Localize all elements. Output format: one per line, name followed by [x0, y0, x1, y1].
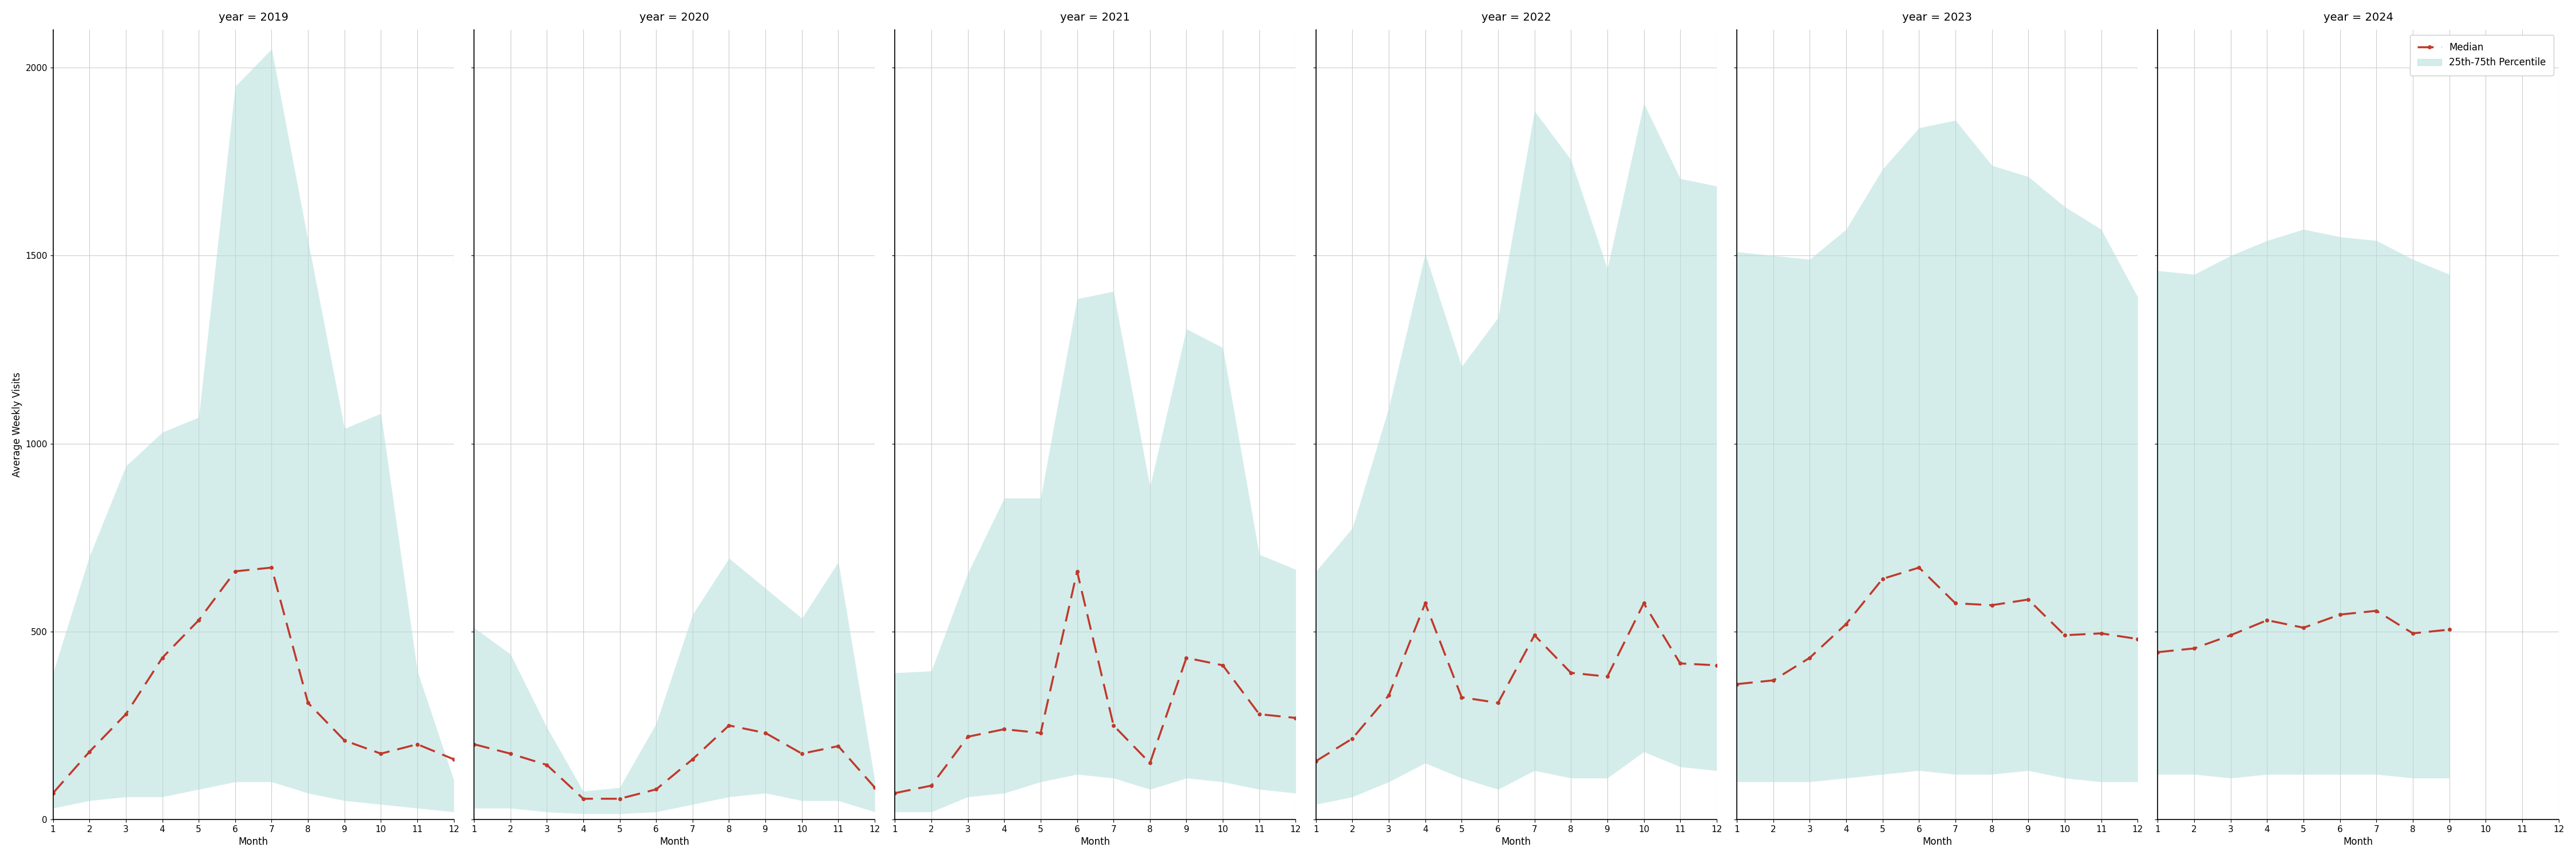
Line: Median: Median [894, 570, 1298, 795]
Median [1904, 563, 1935, 573]
Median [822, 741, 853, 752]
Median [786, 748, 817, 758]
Median [2362, 606, 2393, 616]
Title: year = 2024: year = 2024 [2324, 12, 2393, 23]
Median [1409, 598, 1440, 608]
Title: year = 2021: year = 2021 [1061, 12, 1131, 23]
Median [2179, 643, 2210, 654]
Median [39, 788, 70, 798]
Line: Median: Median [52, 566, 456, 795]
Median [1061, 566, 1092, 576]
Median [1628, 598, 1659, 608]
Median [750, 728, 781, 738]
Line: Median: Median [471, 724, 876, 801]
Median [605, 794, 636, 804]
Median [75, 746, 106, 757]
Title: year = 2020: year = 2020 [639, 12, 708, 23]
Median [2215, 631, 2246, 641]
Median [438, 754, 469, 765]
Median [953, 732, 984, 742]
Median [2050, 631, 2081, 641]
Title: year = 2023: year = 2023 [1901, 12, 1973, 23]
Median [2143, 647, 2174, 657]
Median [1373, 691, 1404, 701]
Median [1795, 653, 1826, 663]
Median [1244, 709, 1275, 719]
Median [2251, 615, 2282, 625]
Median [677, 754, 708, 765]
Median [402, 739, 433, 749]
Median [714, 721, 744, 731]
Y-axis label: Average Weekly Visits: Average Weekly Visits [13, 372, 23, 478]
Line: Median: Median [1736, 566, 2138, 685]
X-axis label: Month: Month [1079, 837, 1110, 847]
Median [917, 781, 948, 791]
Median [878, 788, 909, 798]
Median [1484, 698, 1515, 708]
Title: year = 2022: year = 2022 [1481, 12, 1551, 23]
X-axis label: Month: Month [240, 837, 268, 847]
Legend: Median, 25th-75th Percentile: Median, 25th-75th Percentile [2411, 35, 2553, 76]
Median [1133, 758, 1164, 768]
Line: Median: Median [2156, 609, 2450, 654]
Median [1208, 661, 1239, 671]
Median [1940, 598, 1971, 608]
Median [1832, 618, 1862, 629]
Median [183, 615, 214, 625]
Median [1721, 679, 1752, 689]
Median [1757, 675, 1788, 685]
Median [111, 709, 142, 719]
Median [860, 783, 891, 793]
Median [2324, 609, 2354, 619]
X-axis label: Month: Month [1502, 837, 1530, 847]
Median [567, 794, 598, 804]
Median [1556, 667, 1587, 678]
X-axis label: Month: Month [1922, 837, 1953, 847]
Line: Median: Median [1314, 601, 1718, 763]
Median [1520, 631, 1551, 641]
Median [1172, 653, 1203, 663]
Median [1097, 721, 1128, 731]
Median [1280, 713, 1311, 723]
Median [1337, 734, 1368, 744]
Median [255, 563, 286, 573]
X-axis label: Month: Month [659, 837, 690, 847]
Median [147, 653, 178, 663]
Median [2087, 628, 2117, 638]
Median [2434, 624, 2465, 635]
Median [1976, 600, 2007, 611]
Median [495, 748, 526, 758]
Median [1868, 574, 1899, 584]
Median [989, 724, 1020, 734]
Median [366, 748, 397, 758]
Median [330, 735, 361, 746]
Median [531, 759, 562, 770]
Median [1700, 661, 1731, 671]
Title: year = 2019: year = 2019 [219, 12, 289, 23]
Median [2123, 634, 2154, 644]
Median [1301, 756, 1332, 766]
Median [459, 739, 489, 749]
Median [2012, 594, 2043, 605]
Median [294, 698, 325, 708]
Median [2398, 628, 2429, 638]
Median [1025, 728, 1056, 738]
Median [1664, 658, 1695, 668]
X-axis label: Month: Month [2344, 837, 2372, 847]
Median [1445, 692, 1476, 703]
Median [2287, 623, 2318, 633]
Median [219, 566, 250, 576]
Median [641, 784, 672, 795]
Median [1592, 672, 1623, 682]
